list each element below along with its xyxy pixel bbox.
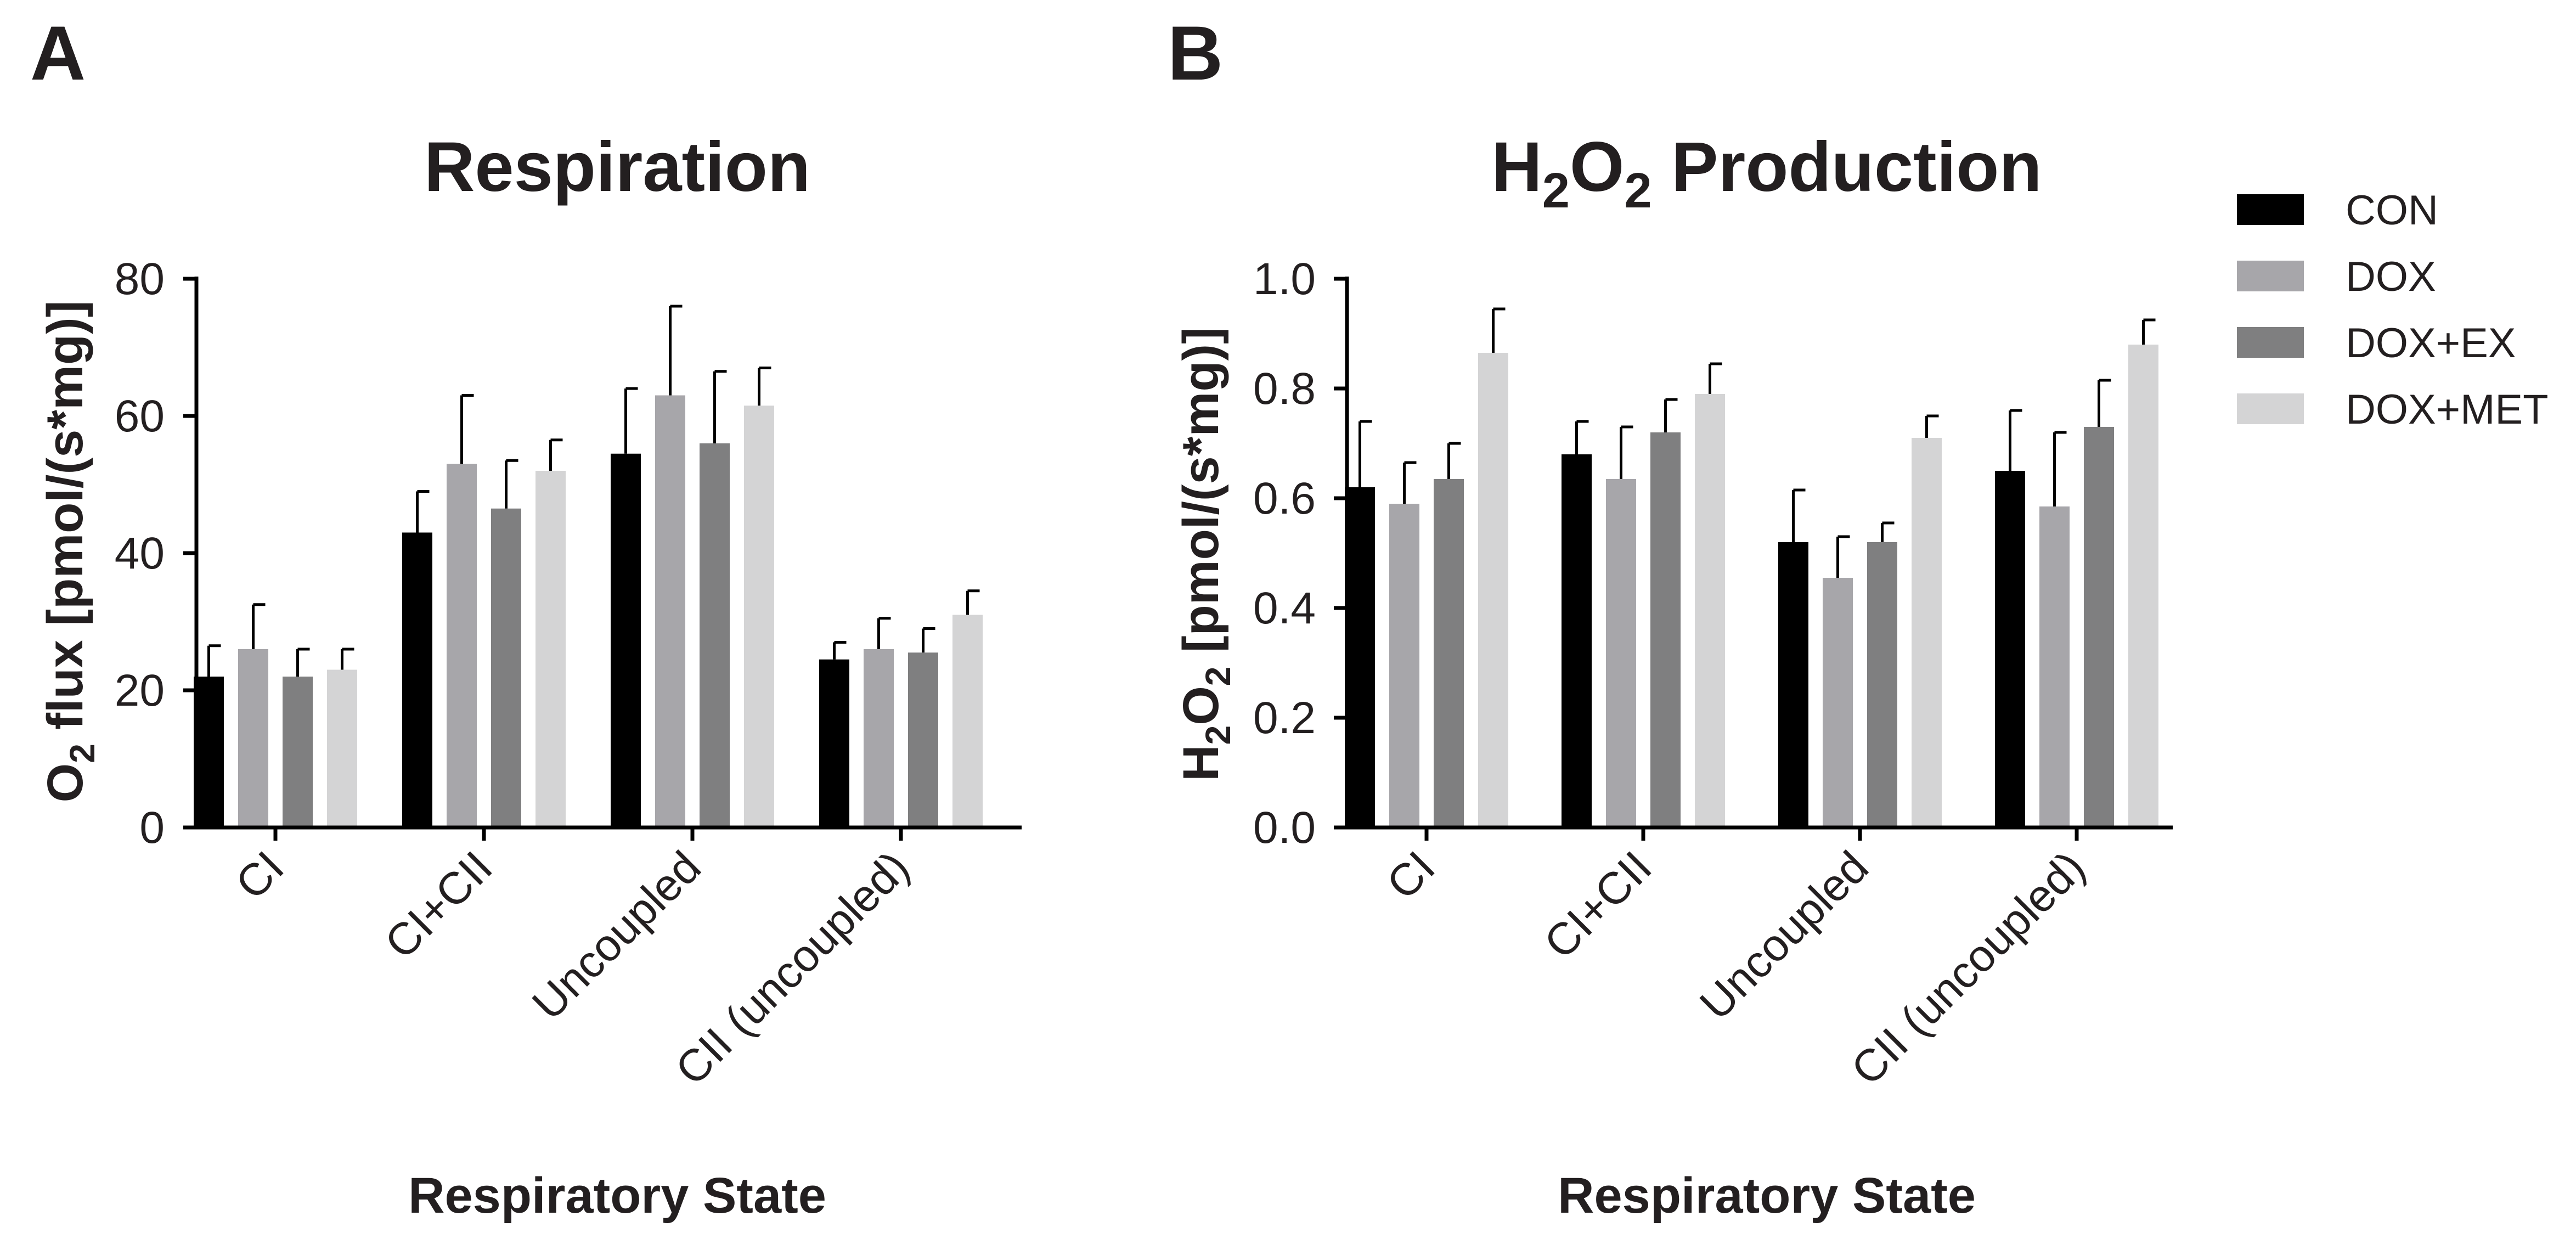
y-axis-title-b-main: H	[1173, 745, 1229, 781]
bar-con-ci-cii	[1562, 454, 1592, 827]
y-axis-title-b-rest: [pmol/(s*mg)]	[1173, 327, 1229, 666]
x-tick-label-ci-cii: CI+CII	[375, 842, 501, 968]
bar-dox-met-cii-uncoupled	[952, 615, 983, 827]
y-tick-label-0-2: 0.2	[1253, 693, 1316, 743]
bar-dox-ex-uncoupled	[1867, 542, 1897, 827]
y-tick-label-60: 60	[115, 391, 165, 441]
y-tick-label-0-0: 0.0	[1253, 803, 1316, 853]
bar-dox-met-ci-cii	[536, 471, 566, 827]
bar-dox-cii-uncoupled	[2039, 506, 2070, 827]
x-tick-label-ci: CI	[1377, 842, 1444, 909]
y-axis-title-a: O2 flux [pmol/(s*mg)]	[37, 301, 102, 803]
y-tick-label-20: 20	[115, 666, 165, 716]
bar-dox-uncoupled	[655, 395, 685, 827]
legend-swatch-dox-met	[2237, 393, 2304, 424]
y-axis-title-b-sub1: 2	[1198, 725, 1238, 745]
x-tick-label-ci-cii: CI+CII	[1535, 842, 1661, 968]
x-tick-label-uncoupled: Uncoupled	[1690, 842, 1878, 1029]
bar-con-cii-uncoupled	[1995, 471, 2025, 827]
legend-label-dox-met: DOX+MET	[2346, 386, 2549, 433]
bar-con-ci	[194, 677, 224, 827]
bar-dox-met-ci	[327, 669, 357, 827]
bar-dox-ex-ci-cii	[1650, 432, 1681, 827]
y-tick-label-0: 0	[139, 803, 165, 853]
chart-title-b: H2O2 Production	[1491, 128, 2042, 218]
y-tick-label-0-8: 0.8	[1253, 364, 1316, 414]
bar-con-uncoupled	[611, 453, 641, 827]
bar-dox-cii-uncoupled	[864, 649, 894, 827]
bar-dox-ci	[1389, 504, 1419, 827]
bar-dox-ci	[238, 649, 268, 827]
bar-dox-ex-ci	[1434, 479, 1464, 827]
y-axis-title-a-sub: 2	[63, 744, 102, 763]
panel-letter-a: A	[30, 10, 86, 96]
y-axis-title-b-mid: O	[1173, 686, 1229, 725]
bar-dox-ex-ci	[283, 677, 313, 827]
x-axis-title-a: Respiratory State	[408, 1168, 826, 1224]
legend-swatch-dox	[2237, 261, 2304, 291]
chart-title-b-sub1: 2	[1542, 164, 1570, 218]
bar-con-cii-uncoupled	[819, 659, 849, 827]
y-tick-label-80: 80	[115, 254, 165, 304]
legend-swatch-dox-ex	[2237, 327, 2304, 358]
x-tick-label-cii-uncoupled: CII (uncoupled)	[1842, 842, 2095, 1095]
bar-dox-ex-uncoupled	[700, 443, 730, 827]
bar-con-uncoupled	[1778, 542, 1808, 827]
chart-title-b-sub2: 2	[1624, 164, 1651, 218]
x-axis-title-b: Respiratory State	[1558, 1168, 1976, 1224]
bar-dox-met-ci-cii	[1695, 394, 1725, 827]
legend-swatch-con	[2237, 194, 2304, 225]
bar-con-ci	[1345, 487, 1375, 827]
bar-dox-met-uncoupled	[1912, 438, 1942, 827]
x-tick-label-ci: CI	[226, 842, 293, 909]
bar-dox-met-cii-uncoupled	[2128, 345, 2158, 827]
y-tick-label-40: 40	[115, 528, 165, 578]
y-tick-label-1-0: 1.0	[1253, 254, 1316, 304]
legend: CON DOX DOX+EX DOX+MET	[2237, 187, 2549, 433]
legend-label-dox: DOX	[2346, 254, 2436, 300]
chart-title-b-rest: Production	[1652, 128, 2042, 206]
bar-con-ci-cii	[402, 532, 432, 827]
legend-label-con: CON	[2346, 187, 2438, 234]
bar-dox-ci-cii	[1606, 479, 1636, 827]
bar-dox-ci-cii	[447, 464, 477, 827]
bar-dox-met-uncoupled	[744, 406, 774, 827]
bar-dox-ex-cii-uncoupled	[2084, 427, 2114, 827]
bar-dox-ex-ci-cii	[491, 508, 521, 827]
y-axis-title-b: H2O2 [pmol/(s*mg)]	[1173, 327, 1238, 781]
chart-title-b-mid: O	[1570, 128, 1625, 206]
legend-label-dox-ex: DOX+EX	[2346, 320, 2516, 367]
bar-dox-uncoupled	[1823, 578, 1853, 827]
panel-letter-b: B	[1168, 10, 1223, 96]
bar-dox-ex-cii-uncoupled	[908, 652, 938, 827]
y-axis-title-a-main: O	[37, 763, 93, 803]
y-axis-title-a-rest: flux [pmol/(s*mg)]	[37, 301, 93, 744]
chart-title-a: Respiration	[424, 128, 810, 206]
bar-dox-met-ci	[1478, 353, 1508, 827]
x-tick-label-uncoupled: Uncoupled	[523, 842, 711, 1029]
y-tick-label-0-6: 0.6	[1253, 474, 1316, 523]
chart-title-b-main: H	[1491, 128, 1542, 206]
y-axis-title-b-sub2: 2	[1198, 667, 1238, 686]
y-tick-label-0-4: 0.4	[1253, 583, 1316, 633]
